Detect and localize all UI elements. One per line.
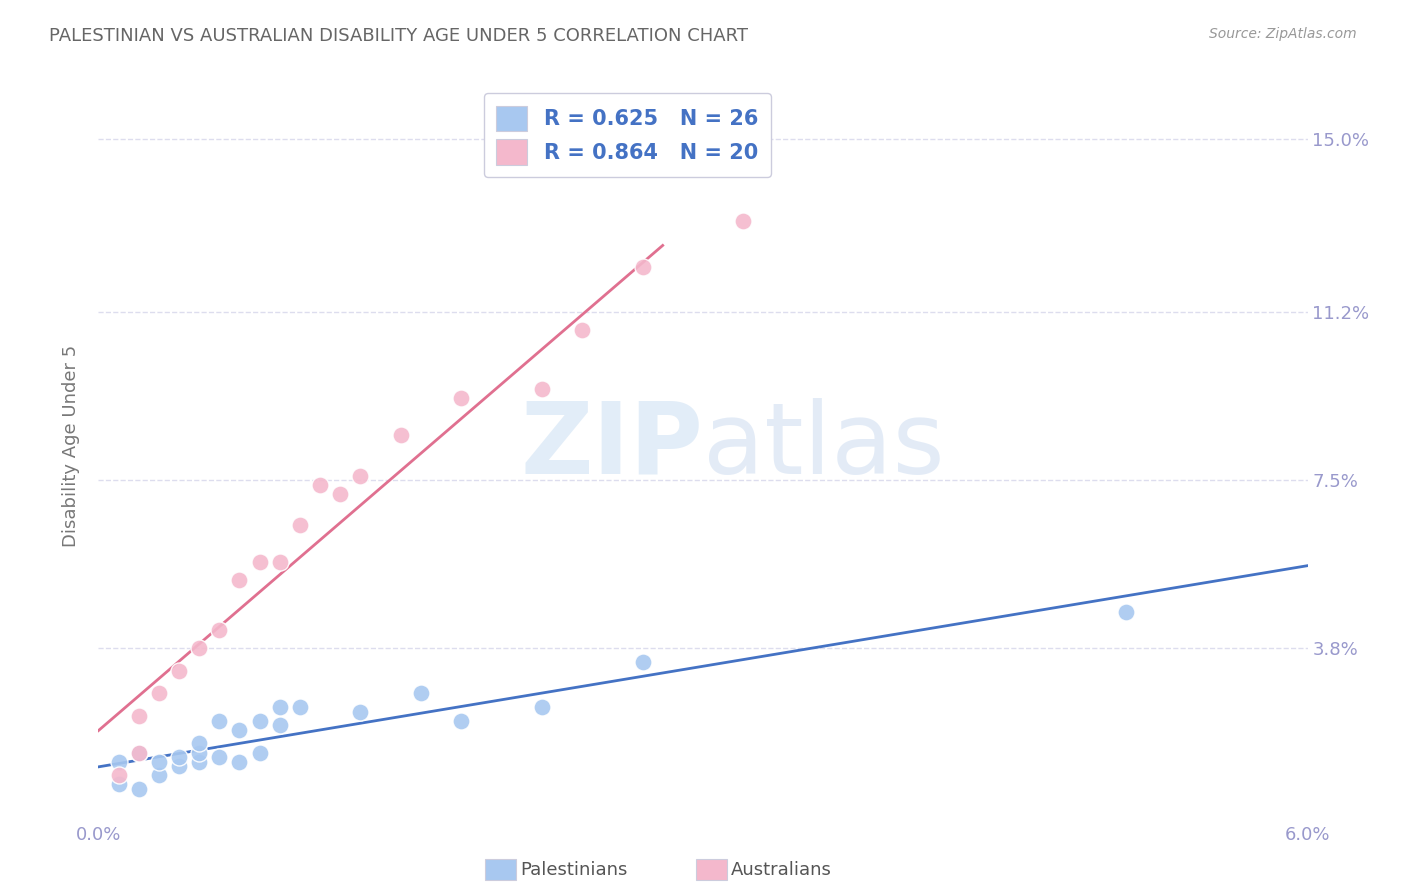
Point bbox=[249, 746, 271, 760]
Point bbox=[631, 260, 654, 274]
Point bbox=[288, 700, 311, 714]
Point bbox=[450, 714, 472, 728]
Point bbox=[349, 468, 371, 483]
Point bbox=[107, 777, 129, 791]
Point bbox=[228, 723, 250, 737]
Point bbox=[329, 486, 352, 500]
Point bbox=[167, 664, 190, 678]
Text: Australians: Australians bbox=[731, 861, 832, 879]
Point bbox=[269, 555, 291, 569]
Point bbox=[309, 477, 332, 491]
Point bbox=[530, 382, 553, 396]
Point bbox=[208, 623, 231, 637]
Point bbox=[188, 746, 211, 760]
Point bbox=[530, 700, 553, 714]
Point bbox=[349, 705, 371, 719]
Y-axis label: Disability Age Under 5: Disability Age Under 5 bbox=[62, 345, 80, 547]
Legend: R = 0.625   N = 26, R = 0.864   N = 20: R = 0.625 N = 26, R = 0.864 N = 20 bbox=[484, 93, 770, 178]
Point bbox=[733, 214, 755, 228]
Text: PALESTINIAN VS AUSTRALIAN DISABILITY AGE UNDER 5 CORRELATION CHART: PALESTINIAN VS AUSTRALIAN DISABILITY AGE… bbox=[49, 27, 748, 45]
Point bbox=[167, 750, 190, 764]
Text: atlas: atlas bbox=[703, 398, 945, 494]
Point bbox=[128, 709, 150, 723]
Point bbox=[389, 427, 412, 442]
Point bbox=[450, 392, 472, 406]
Point bbox=[249, 714, 271, 728]
Point bbox=[269, 718, 291, 732]
Point bbox=[167, 759, 190, 773]
Point bbox=[128, 746, 150, 760]
Point bbox=[188, 755, 211, 769]
Point bbox=[571, 323, 593, 337]
Point bbox=[188, 641, 211, 656]
Text: ZIP: ZIP bbox=[520, 398, 703, 494]
Point bbox=[107, 768, 129, 782]
Point bbox=[249, 555, 271, 569]
Point bbox=[228, 755, 250, 769]
Point bbox=[128, 781, 150, 796]
Point bbox=[208, 714, 231, 728]
Point bbox=[1115, 605, 1137, 619]
Point bbox=[228, 573, 250, 587]
Point bbox=[409, 686, 432, 700]
Point bbox=[148, 755, 170, 769]
Point bbox=[107, 755, 129, 769]
Text: Source: ZipAtlas.com: Source: ZipAtlas.com bbox=[1209, 27, 1357, 41]
Point bbox=[269, 700, 291, 714]
Point bbox=[288, 518, 311, 533]
Text: Palestinians: Palestinians bbox=[520, 861, 627, 879]
Point bbox=[128, 746, 150, 760]
Point bbox=[631, 655, 654, 669]
Point bbox=[148, 686, 170, 700]
Point bbox=[208, 750, 231, 764]
Point bbox=[148, 768, 170, 782]
Point bbox=[188, 736, 211, 750]
